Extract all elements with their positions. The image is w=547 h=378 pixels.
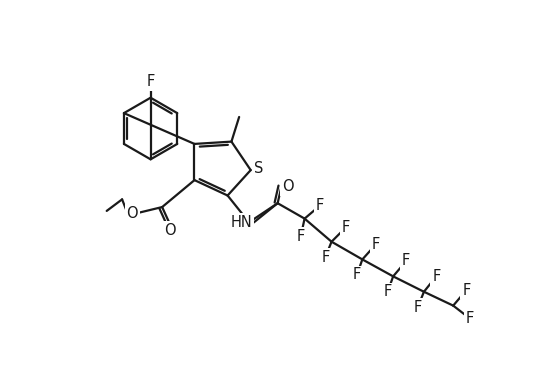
Text: F: F bbox=[296, 229, 305, 244]
Text: O: O bbox=[282, 179, 293, 194]
Text: F: F bbox=[432, 269, 440, 284]
Text: F: F bbox=[372, 237, 380, 251]
Text: HN: HN bbox=[231, 215, 252, 230]
Text: F: F bbox=[462, 283, 470, 298]
Text: F: F bbox=[353, 267, 361, 282]
Text: F: F bbox=[341, 220, 350, 235]
Text: F: F bbox=[321, 249, 329, 265]
Text: O: O bbox=[126, 206, 138, 221]
Text: F: F bbox=[383, 284, 392, 299]
Text: O: O bbox=[164, 223, 176, 238]
Text: F: F bbox=[316, 198, 324, 213]
Text: F: F bbox=[402, 254, 410, 268]
Text: F: F bbox=[147, 74, 155, 89]
Text: F: F bbox=[414, 300, 422, 314]
Text: S: S bbox=[254, 161, 263, 176]
Text: F: F bbox=[466, 311, 474, 326]
